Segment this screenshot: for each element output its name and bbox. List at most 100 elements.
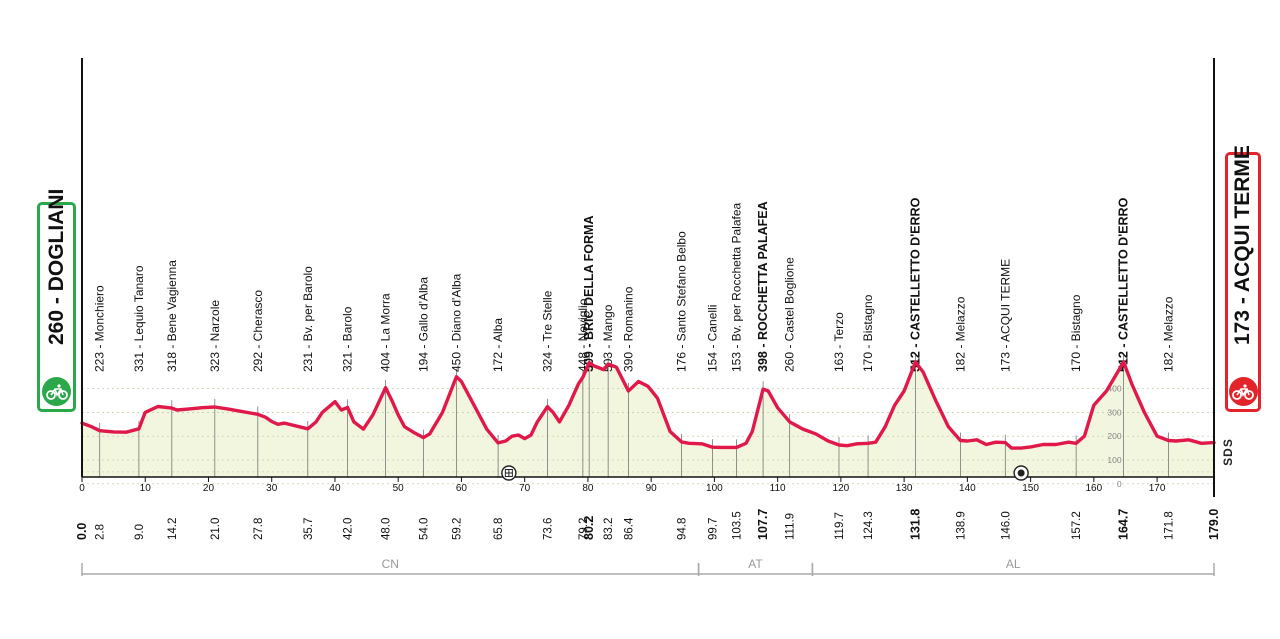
km-tick-label: 170	[1149, 483, 1166, 494]
waypoint-label: 512 - CASTELLETTO D'ERRO	[909, 197, 923, 372]
waypoint-label: 398 - ROCCHETTA PALAFEA	[756, 201, 770, 372]
waypoint-label: 318 - Bene Vagienna	[165, 260, 179, 372]
waypoint-km-label: 79.2	[578, 518, 590, 540]
region-label: AT	[748, 557, 763, 571]
km-tick-label: 140	[959, 483, 976, 494]
waypoint-label: 323 - Narzole	[208, 300, 222, 372]
waypoint-label: 154 - Canelli	[706, 305, 720, 372]
waypoint-km-label: 73.6	[542, 518, 554, 540]
waypoint-km-label: 107.7	[756, 509, 770, 540]
waypoint-label: 512 - CASTELLETTO D'ERRO	[1117, 197, 1131, 372]
profile-line	[80, 360, 1216, 450]
start-badge: 260 - DOGLIANI	[37, 189, 76, 412]
waypoint-km-label: 48.0	[381, 518, 393, 540]
waypoint-km-label: 9.0	[134, 524, 146, 540]
altitude-scale-label: 300	[1107, 407, 1121, 417]
waypoint-label: 173 - ACQUI TERME	[998, 259, 1012, 372]
waypoint-label: 260 - Castel Boglione	[783, 257, 797, 372]
waypoint-km-label: 103.5	[732, 511, 744, 540]
waypoint-km-label: 94.8	[677, 518, 689, 540]
waypoint-km-label: 27.8	[253, 518, 265, 540]
waypoint-km-label: 35.7	[303, 518, 315, 540]
waypoint-km-label: 14.2	[167, 518, 179, 540]
region-label: AL	[1006, 557, 1021, 571]
waypoint-label: 448 - Neviglio	[576, 298, 590, 372]
altitude-scale-label: 400	[1107, 384, 1121, 394]
waypoint-label: 176 - Santo Stefano Belbo	[675, 231, 689, 372]
waypoint-label: 182 - Melazzo	[1161, 296, 1175, 372]
altitude-scale-label: 100	[1107, 455, 1121, 465]
region-bracket: CN	[81, 557, 700, 576]
region-label: CN	[382, 557, 399, 571]
waypoint-km-label: 2.8	[95, 524, 107, 540]
km-tick-label: 100	[706, 483, 723, 494]
waypoint-km-label: 42.0	[343, 518, 355, 540]
km-tick-label: 0	[79, 483, 85, 494]
km-tick-label: 40	[329, 483, 341, 494]
waypoint-label: 404 - La Morra	[379, 293, 393, 372]
km-tick-label: 120	[833, 483, 850, 494]
waypoint-label: 503 - Mango	[601, 304, 615, 372]
km-tick-label: 80	[582, 483, 594, 494]
waypoint-label: 223 - Monchiero	[93, 285, 107, 372]
waypoint-label: 153 - Bv. per Rocchetta Palafea	[730, 202, 744, 372]
waypoint-km-label: 111.9	[785, 513, 797, 540]
sds-logo-text: SDS	[1221, 438, 1235, 466]
altitude-scale-label: 200	[1107, 431, 1121, 441]
waypoint-km-label: 59.2	[451, 518, 463, 540]
waypoint-km-label: 157.2	[1071, 511, 1083, 540]
waypoint-km-label: 54.0	[418, 518, 430, 540]
km-tick-label: 20	[203, 483, 215, 494]
km-tick-label: 30	[266, 483, 278, 494]
km-tick-label: 160	[1085, 483, 1102, 494]
waypoint-km-label: 138.9	[955, 511, 967, 540]
km-tick-label: 10	[140, 483, 152, 494]
waypoint-label: 182 - Melazzo	[953, 296, 967, 372]
start-label: 260 - DOGLIANI	[44, 188, 68, 345]
sprint-icon-dot	[1017, 469, 1025, 477]
waypoint-km-label: 83.2	[603, 518, 615, 540]
waypoint-label: 321 - Barolo	[341, 306, 355, 372]
waypoint-label: 509 - BRIC DELLA FORMA	[582, 216, 596, 373]
waypoint-label: 194 - Gallo d'Alba	[416, 277, 430, 372]
waypoint-label: 292 - Cherasco	[251, 290, 265, 372]
waypoint-label: 163 - Terzo	[832, 312, 846, 372]
waypoint-label: 450 - Diano d'Alba	[449, 273, 463, 372]
km-tick-label: 50	[393, 483, 405, 494]
start-cyclist-icon	[42, 377, 71, 406]
km-tick-label: 130	[896, 483, 913, 494]
waypoint-km-label: 146.0	[1000, 511, 1012, 540]
waypoint-label: 231 - Bv. per Barolo	[301, 266, 315, 372]
km-tick-label: 110	[770, 483, 786, 494]
altitude-scale-label: 0	[1117, 479, 1122, 489]
waypoint-label: 170 - Bistagno	[861, 294, 875, 372]
waypoint-km-label: 86.4	[623, 517, 635, 540]
km-tick-label: 90	[646, 483, 658, 494]
intermediate-sprint-icon	[1013, 465, 1029, 481]
waypoint-km-label: 179.0	[1207, 509, 1221, 540]
km-tick-label: 70	[519, 483, 531, 494]
waypoint-label: 324 - Tre Stelle	[540, 290, 554, 372]
waypoint-km-label: 80.2	[582, 516, 596, 540]
finish-cyclist-icon	[1228, 377, 1258, 406]
waypoint-km-label: 124.3	[863, 511, 875, 540]
waypoint-km-label: 99.7	[708, 518, 720, 540]
waypoint-label: 170 - Bistagno	[1069, 294, 1083, 372]
waypoint-km-label: 0.0	[75, 523, 89, 540]
waypoint-label: 331 - Lequio Tanaro	[132, 265, 146, 372]
waypoint-km-label: 65.8	[493, 518, 505, 540]
waypoint-label: 390 - Romanino	[621, 286, 635, 372]
waypoint-km-label: 119.7	[834, 512, 846, 540]
finish-badge: 173 - ACQUI TERME	[1225, 145, 1261, 412]
km-tick-label: 150	[1022, 483, 1039, 494]
waypoint-km-label: 131.8	[909, 509, 923, 540]
region-bracket: AT	[697, 557, 814, 576]
finish-label: 173 - ACQUI TERME	[1231, 145, 1254, 345]
intermediate-sprint-icon	[501, 465, 517, 481]
waypoint-km-label: 21.0	[210, 518, 222, 540]
km-tick-label: 60	[456, 483, 468, 494]
waypoint-km-label: 171.8	[1163, 511, 1175, 540]
region-bracket: AL	[811, 557, 1215, 576]
